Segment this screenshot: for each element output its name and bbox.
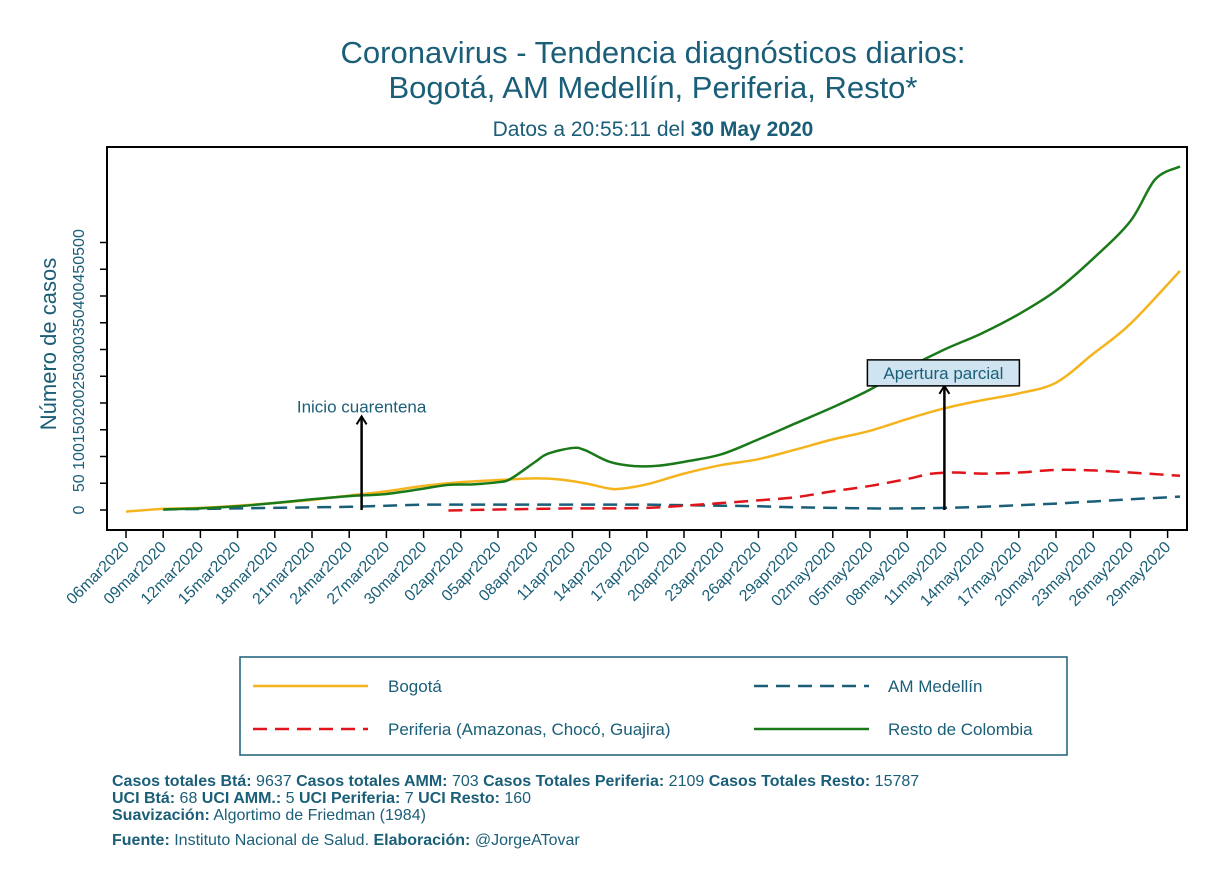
subtitle-date: 30 May 2020 <box>691 118 814 141</box>
y-tick-label: 450 <box>71 256 88 283</box>
legend-label-periferia: Periferia (Amazonas, Chocó, Guajira) <box>388 720 671 739</box>
y-tick-label: 300 <box>71 336 88 363</box>
note-label: Casos totales AMM: <box>296 773 448 790</box>
legend-label-resto: Resto de Colombia <box>888 720 1033 739</box>
note-label: Elaboración: <box>373 832 471 849</box>
note-label: Casos Totales Resto: <box>708 773 871 790</box>
note-value: 2109 <box>664 773 709 790</box>
note-value: @JorgeATovar <box>470 832 580 849</box>
footnotes: Casos totales Btá: 9637 Casos totales AM… <box>112 773 919 849</box>
note-uci: UCI Btá: 68 UCI AMM.: 5 UCI Periferia: 7… <box>112 790 919 807</box>
y-tick-label: 400 <box>71 283 88 310</box>
annotation-arrowhead <box>355 414 368 425</box>
note-label: UCI Btá: <box>112 790 176 807</box>
note-label: UCI Resto: <box>418 790 500 807</box>
note-value: 160 <box>499 790 532 807</box>
series-medellin <box>163 495 1181 511</box>
series-resto <box>163 165 1181 511</box>
y-tick-label: 350 <box>71 309 88 336</box>
y-tick-label: 100 <box>71 443 88 470</box>
note-label: UCI AMM.: <box>201 790 282 807</box>
series-layer <box>125 165 1181 513</box>
annotation-label: Inicio cuarentena <box>297 397 427 416</box>
note-totals: Casos totales Btá: 9637 Casos totales AM… <box>112 773 919 790</box>
note-value: 7 <box>400 790 419 807</box>
note-label: Casos totales Btá: <box>112 773 252 790</box>
note-value: Instituto Nacional de Salud. <box>169 832 374 849</box>
y-axis-label: Número de casos <box>36 258 61 430</box>
y-tick-label: 0 <box>71 505 88 514</box>
legend: Bogotá AM Medellín Periferia (Amazonas, … <box>239 656 1068 756</box>
chart-title: Coronavirus - Tendencia diagnósticos dia… <box>341 35 966 70</box>
note-value: 703 <box>447 773 484 790</box>
annotation-layer: Inicio cuarentena Apertura parcial <box>297 359 1021 510</box>
subtitle-prefix: Datos a 20:55:11 del <box>493 118 691 141</box>
annotation-label: Apertura parcial <box>883 364 1003 383</box>
y-tick-label: 250 <box>71 363 88 390</box>
legend-box <box>239 656 1068 756</box>
note-smoothing: Suavización: Algortimo de Friedman (1984… <box>112 807 919 824</box>
y-tick-label: 150 <box>71 416 88 443</box>
annotation-box <box>866 359 1021 387</box>
y-tick-label: 500 <box>71 229 88 256</box>
note-label: Suavización: <box>112 807 210 824</box>
y-tick-label: 200 <box>71 390 88 417</box>
note-label: Fuente: <box>112 832 170 849</box>
x-axis: 06mar202009mar202012mar202015mar202018ma… <box>64 530 1174 610</box>
note-value: 9637 <box>251 773 297 790</box>
note-value: 15787 <box>870 773 920 790</box>
note-label: Casos Totales Periferia: <box>483 773 665 790</box>
series-bogota <box>125 270 1181 513</box>
legend-label-medellin: AM Medellín <box>888 677 982 696</box>
note-source: Fuente: Instituto Nacional de Salud. Ela… <box>112 832 919 849</box>
chart-subtitle: Datos a 20:55:11 del 30 May 2020 <box>493 118 814 141</box>
note-value: 68 <box>175 790 202 807</box>
note-label: UCI Periferia: <box>298 790 401 807</box>
y-tick-label: 50 <box>71 474 88 492</box>
note-value: Algortimo de Friedman (1984) <box>209 807 426 824</box>
chart-title-line2: Bogotá, AM Medellín, Periferia, Resto* <box>389 70 918 105</box>
note-value: 5 <box>281 790 299 807</box>
series-periferia <box>448 468 1181 512</box>
legend-label-bogota: Bogotá <box>388 677 442 696</box>
